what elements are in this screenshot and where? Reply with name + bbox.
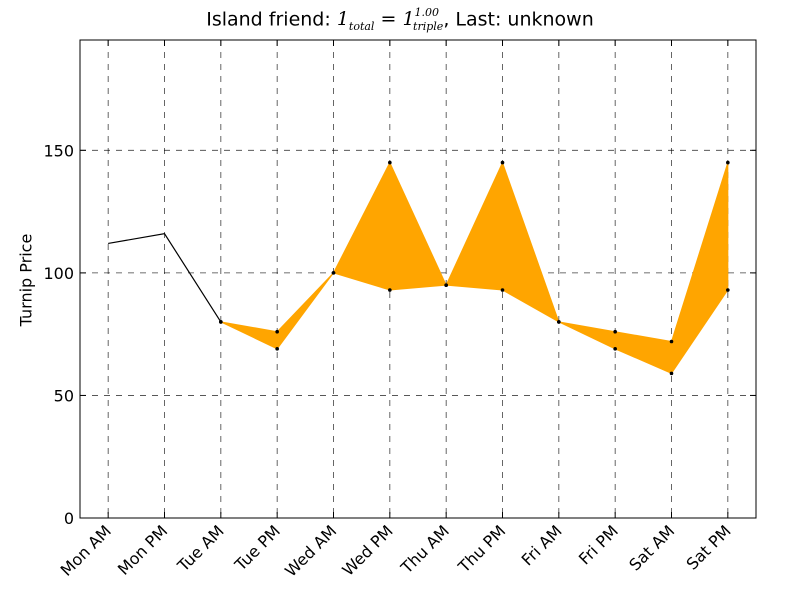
known-price-series: [108, 232, 222, 323]
x-tick-label: Thu AM: [397, 521, 453, 577]
x-tick-label: Sat AM: [625, 521, 678, 574]
title-math: 1total = 11.00triple: [336, 6, 444, 34]
title-prefix: Island friend:: [206, 8, 337, 31]
range-min-point: [388, 288, 392, 292]
range-min-point: [557, 320, 561, 324]
range-min-point: [331, 271, 336, 275]
range-min-point: [219, 320, 223, 324]
x-tick-label: Sat PM: [682, 521, 734, 573]
y-tick-label: 50: [54, 386, 74, 405]
known-price-line: [108, 232, 222, 323]
range-min-point: [726, 288, 730, 292]
y-tick-label: 0: [64, 509, 74, 528]
plot-frame: [79, 39, 757, 519]
range-max-point: [613, 329, 617, 334]
x-tick-label: Mon AM: [57, 521, 115, 579]
x-tick-label: Tue AM: [173, 521, 228, 576]
range-max-point: [388, 160, 392, 165]
y-tick-label: 150: [43, 141, 74, 160]
title-suffix: , Last: unknown: [443, 8, 594, 31]
range-min-point: [669, 371, 674, 376]
axis-ticks: [80, 40, 756, 519]
y-axis-label: Turnip Price: [16, 233, 36, 327]
x-tick-label: Wed AM: [281, 521, 340, 580]
x-tick-label: Mon PM: [114, 521, 171, 578]
chart-title: Island friend: 1total = 11.00triple, Las…: [0, 6, 800, 34]
range-max-point: [500, 160, 505, 165]
price-range-fill: [220, 161, 729, 374]
y-tick-label: 100: [43, 264, 74, 283]
range-max-point: [726, 160, 730, 165]
x-tick-label: Thu PM: [454, 521, 510, 577]
range-max-point: [669, 339, 674, 344]
x-tick-label: Tue PM: [230, 521, 284, 575]
x-tick-label: Wed PM: [338, 521, 396, 579]
range-area: [220, 161, 729, 374]
range-min-point: [613, 347, 617, 351]
range-min-point: [500, 288, 505, 292]
range-max-point: [275, 329, 279, 334]
x-tick-label: Fri AM: [518, 521, 566, 569]
range-min-point: [444, 283, 448, 287]
range-min-point: [275, 347, 279, 351]
range-points: [219, 160, 730, 376]
x-tick-label: Fri PM: [575, 521, 622, 568]
